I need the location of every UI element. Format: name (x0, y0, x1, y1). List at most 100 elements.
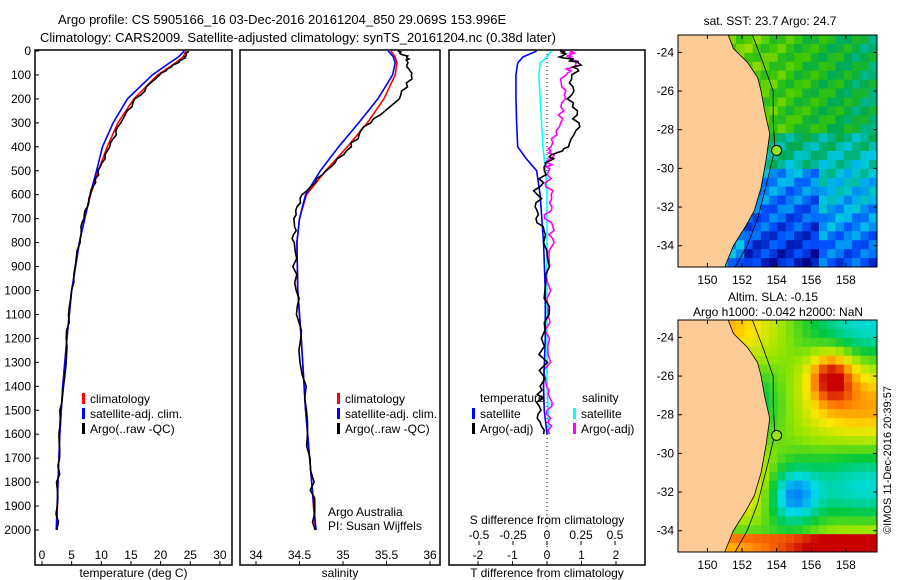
x-axis-label: salinity (322, 566, 359, 580)
map-cell (818, 213, 828, 223)
map-cell (760, 43, 770, 54)
map-cell (785, 186, 795, 197)
map-cell (794, 364, 803, 375)
map-cell (752, 61, 762, 72)
s-argo-line (542, 50, 579, 435)
map-cell (843, 400, 853, 410)
map-cell (769, 355, 778, 366)
map-cell (802, 328, 812, 339)
map-cell (777, 240, 787, 250)
map-cell (794, 177, 803, 188)
map-cell (827, 124, 837, 134)
map-cell (760, 106, 770, 116)
map-cell (852, 151, 861, 161)
map-cell (810, 79, 820, 90)
map-cell (802, 543, 812, 553)
map-cell (818, 204, 828, 214)
map-cell (752, 240, 762, 250)
map-cell (752, 534, 762, 544)
map-cell (860, 231, 870, 241)
map-cell (744, 320, 754, 330)
map-cell (760, 471, 770, 482)
map-cell (802, 106, 812, 116)
map-cell (810, 168, 820, 179)
map-cell (852, 61, 861, 72)
map-cell (810, 142, 820, 152)
map-cell (843, 159, 853, 170)
map-cell (777, 400, 787, 410)
map-cell (802, 52, 812, 63)
map-cell (785, 427, 795, 437)
map-cell (777, 106, 787, 116)
map-cell (868, 364, 878, 375)
map-cell (810, 364, 820, 375)
map-cell (843, 534, 853, 544)
map-cell (802, 213, 812, 223)
map-cell (794, 373, 803, 383)
map-cell (744, 543, 754, 553)
map-cell (835, 195, 845, 206)
map-cell (785, 159, 795, 170)
map-cell (835, 364, 845, 375)
map-cell (736, 328, 745, 339)
map-cell (868, 195, 878, 206)
map-cell (843, 364, 853, 375)
y-tick-label: 1100 (5, 307, 31, 321)
map-cell (827, 427, 837, 437)
map-cell (794, 35, 803, 45)
map-cell (802, 364, 812, 375)
map-cell (843, 195, 853, 206)
map-cell (777, 222, 787, 232)
map-cell (752, 213, 762, 223)
map-cell (818, 106, 828, 116)
map-cell (769, 204, 778, 214)
map-cell (794, 453, 803, 464)
map-cell (843, 168, 853, 179)
map-cell (860, 409, 870, 419)
map-cell (835, 480, 845, 491)
map-cell (760, 534, 770, 544)
map-cell (827, 320, 837, 330)
lon-tick-label: 150 (697, 273, 717, 287)
map-cell (769, 444, 778, 455)
map-cell (852, 258, 861, 268)
map-cell (802, 534, 812, 544)
map-cell (785, 480, 795, 491)
map-cell (860, 249, 870, 259)
map-cell (818, 142, 828, 152)
map-cell (818, 195, 828, 206)
map-cell (752, 498, 762, 508)
map-cell (810, 97, 820, 107)
map-cell (760, 186, 770, 197)
map-cell (835, 355, 845, 366)
map-cell (835, 391, 845, 401)
map-cell (802, 151, 812, 161)
map-cell (827, 88, 837, 98)
map-cell (760, 258, 770, 268)
map-cell (818, 507, 828, 517)
map-cell (818, 355, 828, 366)
map-cell (769, 213, 778, 223)
map-cell (752, 70, 762, 81)
map-cell (760, 97, 770, 107)
map-cell (794, 168, 803, 179)
lat-tick-label: -24 (657, 45, 675, 59)
map-cell (794, 106, 803, 116)
map-cell (818, 115, 828, 125)
map-cell (802, 249, 812, 259)
map-cell (777, 346, 787, 357)
map-cell (785, 320, 795, 330)
map-cell (818, 320, 828, 330)
map-cell (785, 61, 795, 72)
map-cell (802, 391, 812, 401)
map-cell (835, 382, 845, 392)
map-cell (752, 525, 762, 535)
map-cell (843, 35, 853, 45)
map-cell (794, 337, 803, 348)
map-cell (810, 507, 820, 517)
map-cell (785, 204, 795, 214)
map-cell (868, 240, 878, 250)
map-cell (818, 489, 828, 499)
map-cell (802, 43, 812, 54)
map-cell (760, 382, 770, 392)
